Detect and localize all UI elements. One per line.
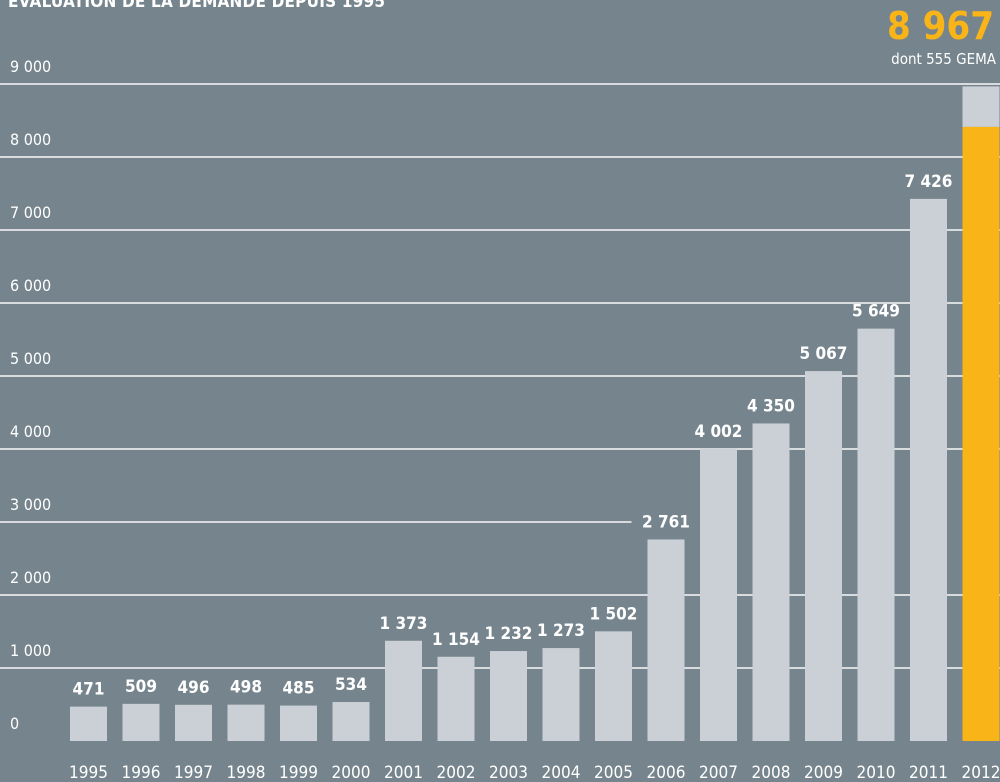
chart-title: ÉVALUATION DE LA DEMANDE DEPUIS 1995 bbox=[8, 0, 386, 12]
x-tick-label: 2005 bbox=[594, 763, 633, 782]
x-tick-label: 2002 bbox=[437, 763, 476, 782]
bar-gema-segment bbox=[962, 86, 1000, 127]
x-tick-label: 2003 bbox=[489, 763, 528, 782]
y-tick-label: 6 000 bbox=[10, 276, 51, 295]
y-tick-label: 9 000 bbox=[10, 57, 51, 76]
y-tick-label: 4 000 bbox=[10, 422, 51, 441]
x-tick-label: 1997 bbox=[174, 763, 213, 782]
bar-value-label: 496 bbox=[178, 678, 210, 698]
y-tick-label: 2 000 bbox=[10, 568, 51, 587]
y-tick-label: 1 000 bbox=[10, 641, 51, 660]
bar bbox=[332, 702, 370, 741]
highlight-total-label: 8 967 bbox=[886, 4, 994, 48]
highlight-note: dont 555 GEMA bbox=[891, 50, 996, 68]
x-tick-label: 2008 bbox=[752, 763, 791, 782]
bar-value-label: 1 502 bbox=[590, 604, 638, 624]
bar bbox=[647, 539, 685, 741]
bar-value-label: 4 002 bbox=[695, 422, 743, 442]
bar bbox=[280, 705, 317, 741]
x-tick-label: 2006 bbox=[647, 763, 686, 782]
bar-highlight bbox=[962, 126, 1000, 741]
bar-value-label: 534 bbox=[335, 675, 367, 695]
x-tick-label: 1996 bbox=[122, 763, 161, 782]
bar bbox=[805, 371, 842, 741]
x-tick-label: 2009 bbox=[804, 763, 843, 782]
x-tick-label: 2007 bbox=[699, 763, 738, 782]
bar bbox=[70, 706, 107, 741]
bar bbox=[490, 651, 527, 741]
bar-value-label: 509 bbox=[125, 677, 157, 697]
bar-value-label: 2 761 bbox=[642, 512, 690, 532]
bar-value-label: 5 067 bbox=[800, 344, 848, 364]
bar-value-label: 498 bbox=[230, 678, 262, 698]
bar bbox=[542, 648, 580, 741]
bar bbox=[175, 704, 212, 741]
bar bbox=[910, 198, 947, 742]
bar bbox=[700, 448, 737, 741]
bar bbox=[857, 328, 895, 741]
x-tick-label: 2004 bbox=[542, 763, 581, 782]
y-tick-label: 5 000 bbox=[10, 349, 51, 368]
bar-value-label: 1 273 bbox=[537, 621, 585, 641]
x-tick-label: 2000 bbox=[332, 763, 371, 782]
x-tick-label: 1995 bbox=[69, 763, 108, 782]
bar-value-label: 485 bbox=[283, 679, 315, 699]
x-tick-label: 1998 bbox=[227, 763, 266, 782]
y-tick-label: 8 000 bbox=[10, 130, 51, 149]
bar bbox=[752, 423, 790, 741]
bar-value-label: 1 373 bbox=[380, 614, 428, 634]
bar bbox=[385, 640, 422, 741]
bar bbox=[595, 631, 632, 741]
bar-value-label: 471 bbox=[73, 680, 105, 700]
y-tick-label: 3 000 bbox=[10, 495, 51, 514]
bar-value-label: 4 350 bbox=[747, 396, 795, 416]
x-tick-label: 2001 bbox=[384, 763, 423, 782]
bar-value-label: 1 154 bbox=[432, 630, 480, 650]
bar bbox=[227, 704, 265, 741]
x-tick-label: 2012 bbox=[962, 763, 1000, 782]
x-tick-label: 2010 bbox=[857, 763, 896, 782]
x-tick-label: 2011 bbox=[909, 763, 948, 782]
bar bbox=[122, 703, 160, 741]
bar-value-label: 7 426 bbox=[905, 172, 953, 192]
y-tick-label: 0 bbox=[10, 714, 19, 733]
x-tick-label: 1999 bbox=[279, 763, 318, 782]
y-tick-label: 7 000 bbox=[10, 203, 51, 222]
bar-value-label: 1 232 bbox=[485, 624, 533, 644]
bar-value-label: 5 649 bbox=[852, 302, 900, 322]
bar bbox=[437, 656, 475, 741]
